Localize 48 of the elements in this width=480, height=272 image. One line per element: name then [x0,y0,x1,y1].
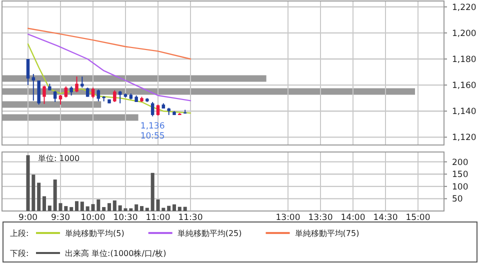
bar [37,182,41,211]
bar [145,208,149,211]
y-tick-label: 200 [452,158,468,168]
x-tick-label: 13:00 [276,213,300,223]
x-tick-label: 9:30 [50,213,70,223]
bar [167,206,171,211]
legend-label: 出来高 単位:(1000株/口/枚) [65,249,166,258]
y-tick-label: 1,220 [452,2,476,13]
bar [134,204,138,211]
x-tick-label: 14:30 [373,213,398,223]
legend-title: 下段: [10,249,29,258]
x-tick-label: 11:00 [146,213,170,223]
x-tick-label: 10:30 [113,213,138,223]
x-tick-label: 9:00 [18,213,38,223]
legend-label: 単純移動平均(25) [177,229,242,238]
bar [140,206,144,211]
y-tick-label: 1,120 [452,133,476,144]
bar [70,207,74,211]
bar [183,206,187,211]
y-tick-label: 100 [452,182,468,192]
annotation: 1,136 10:55 [140,121,165,142]
bar [42,196,46,211]
annotation: 単位: 1000 [38,154,80,163]
line-series [27,34,192,102]
legend-title: 上段: [10,229,29,238]
legend-label: 単純移動平均(75) [294,229,360,238]
x-tick-label: 13:30 [308,213,333,223]
bar [107,203,112,211]
line-series [27,43,192,114]
bar [172,204,176,211]
y-tick-label: 1,140 [452,107,476,118]
y-tick-label: 150 [452,170,468,180]
bar [74,201,79,211]
bar [48,206,52,211]
bar [178,206,182,211]
x-tick-label: 11:30 [178,213,203,223]
x-tick-label: 15:00 [406,213,430,223]
line-series [27,28,192,60]
y-tick-label: 1,160 [452,81,476,92]
bar [112,200,116,211]
x-tick-label: 10:00 [80,213,106,223]
y-tick-label: 1,200 [452,28,476,39]
bar [80,202,84,211]
y-tick-label: 50 [452,194,463,205]
bar [102,207,106,211]
x-tick-label: 14:00 [340,213,366,223]
legend-label: 単純移動平均(5) [65,229,124,238]
y-tick-label: 1,180 [452,54,476,65]
